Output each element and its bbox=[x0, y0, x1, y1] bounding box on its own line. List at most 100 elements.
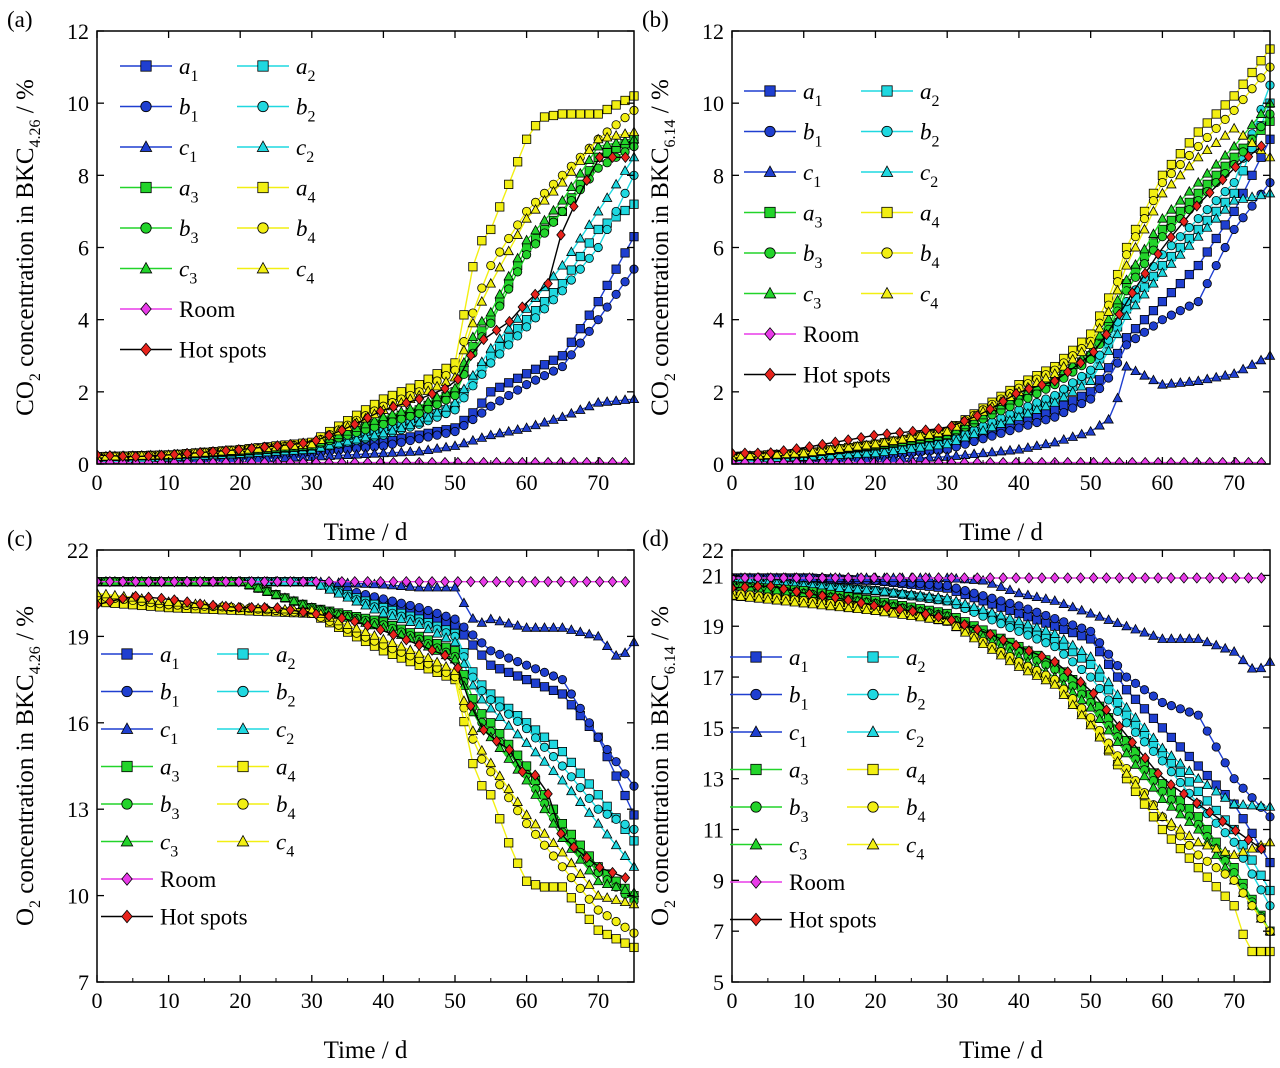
data-point bbox=[298, 456, 308, 464]
data-point bbox=[1219, 792, 1231, 802]
legend-item-c4: c4 bbox=[237, 257, 314, 288]
data-point bbox=[861, 604, 872, 615]
data-point bbox=[569, 841, 579, 853]
data-point bbox=[1085, 719, 1096, 730]
data-point bbox=[959, 431, 971, 442]
data-point bbox=[333, 437, 344, 448]
data-point bbox=[440, 660, 452, 671]
legend-marker bbox=[257, 222, 269, 234]
data-point bbox=[879, 436, 890, 447]
data-point bbox=[378, 447, 389, 458]
x-tick-label: 40 bbox=[372, 470, 394, 495]
data-point bbox=[1243, 456, 1254, 464]
legend-label: c3 bbox=[179, 257, 197, 288]
data-point bbox=[1210, 785, 1222, 796]
data-point bbox=[575, 853, 586, 864]
data-point bbox=[272, 602, 283, 614]
data-point bbox=[467, 679, 479, 690]
data-point bbox=[557, 351, 568, 361]
data-point bbox=[1256, 152, 1266, 162]
data-point bbox=[298, 606, 308, 618]
data-point bbox=[843, 572, 853, 584]
data-point bbox=[431, 391, 443, 402]
data-point bbox=[607, 151, 618, 163]
data-point bbox=[584, 894, 594, 904]
data-point bbox=[1256, 140, 1267, 152]
legend-label: a3 bbox=[803, 201, 823, 232]
data-point bbox=[387, 610, 398, 621]
data-point bbox=[1157, 824, 1167, 835]
data-point bbox=[1184, 633, 1195, 643]
data-point bbox=[1139, 315, 1150, 325]
data-point bbox=[459, 393, 469, 403]
data-point bbox=[908, 425, 918, 438]
data-point bbox=[870, 584, 881, 595]
data-point bbox=[1184, 840, 1194, 851]
data-point bbox=[566, 785, 577, 796]
data-point bbox=[843, 583, 854, 593]
data-point bbox=[337, 456, 347, 464]
data-point bbox=[169, 594, 180, 606]
data-point bbox=[753, 592, 765, 603]
data-point bbox=[968, 632, 980, 643]
data-point bbox=[852, 448, 863, 459]
data-point bbox=[1219, 129, 1231, 140]
data-point bbox=[1229, 224, 1239, 235]
data-point bbox=[566, 350, 576, 360]
data-point bbox=[476, 432, 488, 442]
x-axis-title: Time / d bbox=[324, 1037, 408, 1064]
data-point bbox=[1211, 863, 1221, 873]
data-point bbox=[584, 253, 594, 263]
data-point bbox=[1153, 572, 1163, 584]
data-point bbox=[1112, 392, 1123, 403]
data-point bbox=[539, 840, 550, 850]
legend-item-a1: a1 bbox=[730, 645, 809, 676]
data-point bbox=[959, 456, 970, 464]
data-point bbox=[1031, 670, 1043, 680]
legend-label: c2 bbox=[920, 160, 938, 191]
data-point bbox=[1024, 572, 1034, 584]
data-point bbox=[959, 598, 971, 608]
data-point bbox=[1243, 572, 1254, 584]
data-point bbox=[998, 456, 1008, 464]
data-point bbox=[333, 449, 344, 460]
data-point bbox=[1130, 272, 1141, 282]
data-point bbox=[378, 594, 388, 604]
data-point bbox=[1050, 656, 1060, 668]
legend-marker bbox=[880, 165, 894, 177]
data-point bbox=[404, 644, 416, 655]
data-point bbox=[351, 622, 362, 633]
data-point bbox=[582, 851, 592, 864]
data-point bbox=[1095, 638, 1105, 648]
data-point bbox=[1219, 149, 1231, 160]
data-point bbox=[1121, 747, 1132, 758]
data-point bbox=[208, 445, 218, 458]
data-point bbox=[1014, 601, 1024, 611]
data-point bbox=[539, 742, 550, 752]
data-point bbox=[246, 442, 257, 455]
data-point bbox=[1184, 138, 1194, 148]
data-point bbox=[440, 576, 450, 588]
data-point bbox=[486, 401, 496, 411]
data-point bbox=[1127, 456, 1137, 464]
data-point bbox=[566, 166, 577, 176]
data-point bbox=[1148, 306, 1159, 316]
data-point bbox=[504, 315, 515, 328]
data-point bbox=[495, 247, 505, 257]
data-point bbox=[566, 772, 576, 782]
data-point bbox=[593, 109, 603, 119]
legend-item-a4: a4 bbox=[861, 201, 940, 232]
legend-label: a2 bbox=[906, 645, 926, 676]
data-point bbox=[427, 388, 437, 400]
data-point bbox=[404, 403, 416, 413]
x-tick-label: 10 bbox=[158, 470, 180, 495]
data-point bbox=[869, 456, 879, 464]
data-point bbox=[1175, 169, 1186, 180]
data-point bbox=[1014, 423, 1024, 433]
data-point bbox=[333, 587, 344, 598]
data-point bbox=[856, 431, 866, 444]
data-point bbox=[512, 728, 523, 739]
data-point bbox=[1205, 186, 1215, 199]
data-point bbox=[375, 624, 386, 636]
data-point bbox=[611, 757, 621, 767]
